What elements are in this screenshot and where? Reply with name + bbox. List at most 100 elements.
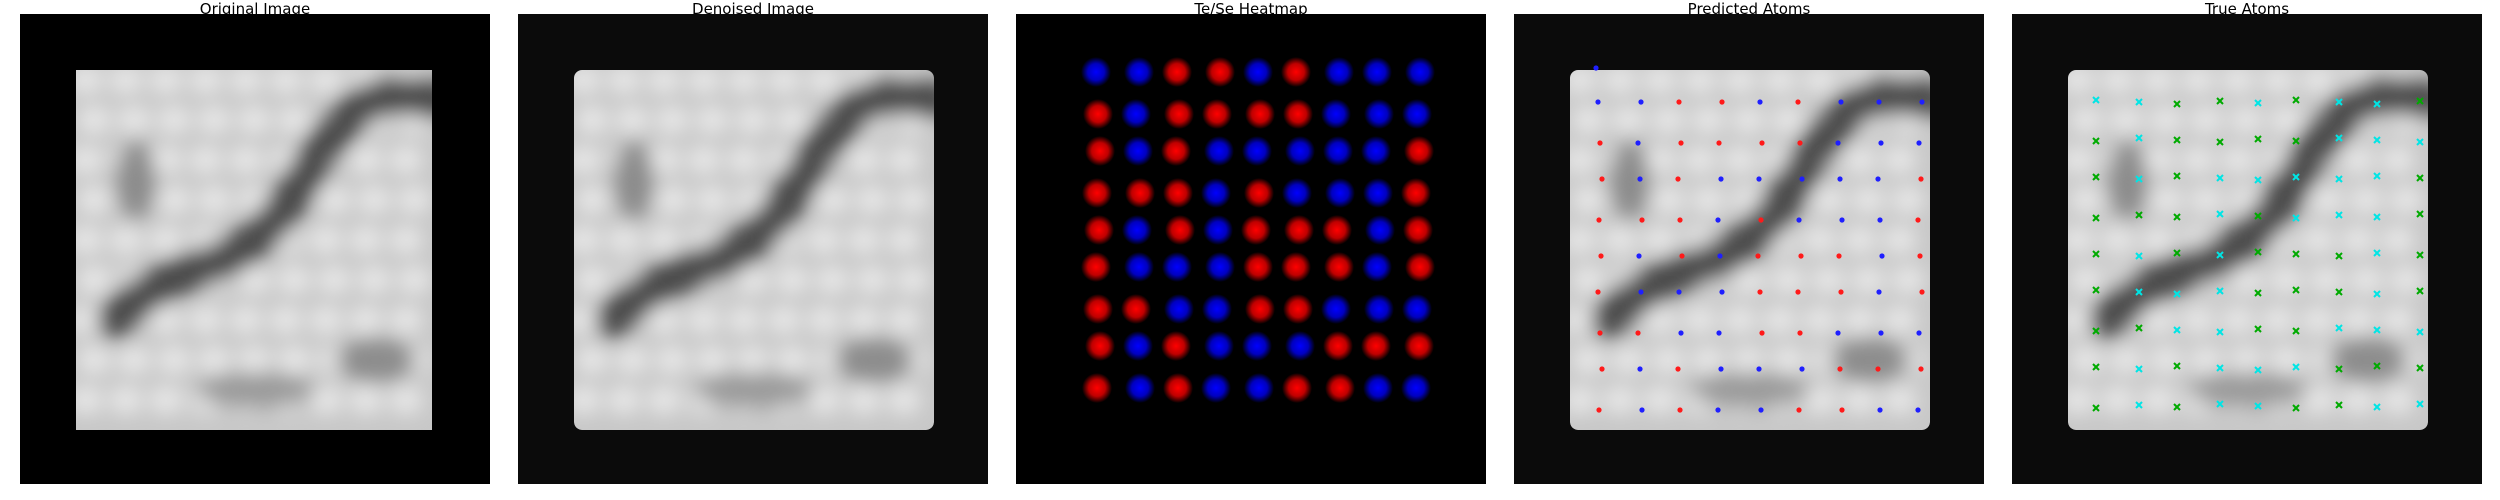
true-atom-cyan (2373, 249, 2381, 257)
heatmap-se-spot (1242, 136, 1272, 166)
true-atom-green (2092, 137, 2100, 145)
predicted-te-atom (1595, 289, 1601, 295)
heatmap-se-spot (1201, 178, 1231, 208)
heatmap-te-spot (1083, 294, 1113, 324)
heatmap-se-spot (1125, 373, 1155, 403)
true-atom-green (2292, 96, 2300, 104)
image-true (2012, 14, 2482, 484)
predicted-se-atom (1637, 176, 1643, 182)
predicted-se-atom (1636, 253, 1642, 259)
predicted-se-atom (1879, 253, 1885, 259)
panel-title-predicted: Predicted Atoms (1687, 0, 1811, 18)
predicted-te-atom (1675, 176, 1681, 182)
predicted-se-atom (1915, 407, 1921, 413)
heatmap-te-spot (1283, 294, 1313, 324)
heatmap-te-spot (1205, 57, 1235, 87)
true-atom-cyan (2416, 400, 2424, 408)
true-atom-green (2135, 211, 2143, 219)
predicted-te-atom (1599, 366, 1605, 372)
true-atom-cyan (2254, 366, 2262, 374)
panel-heatmap: Te/Se Heatmap (1016, 0, 1486, 484)
predicted-te-atom (1917, 253, 1923, 259)
heatmap-te-spot (1125, 178, 1155, 208)
predicted-te-atom (1596, 217, 1602, 223)
predicted-te-atom (1597, 140, 1603, 146)
heatmap-te-spot (1404, 331, 1434, 361)
predicted-se-atom (1799, 366, 1805, 372)
predicted-te-atom (1639, 217, 1645, 223)
heatmap-se-spot (1323, 136, 1353, 166)
heatmap-se-spot (1285, 136, 1315, 166)
predicted-se-atom (1635, 140, 1641, 146)
predicted-se-atom (1799, 176, 1805, 182)
panel-title-original: Original Image (199, 0, 311, 18)
true-atom-cyan (2135, 401, 2143, 409)
heatmap-te-spot (1281, 252, 1311, 282)
heatmap-te-spot (1323, 331, 1353, 361)
true-atom-cyan (2135, 288, 2143, 296)
heatmap-te-spot (1082, 373, 1112, 403)
true-atom-green (2335, 288, 2343, 296)
te-se-heatmap (1016, 14, 1486, 484)
heatmap-se-spot (1124, 252, 1154, 282)
heatmap-te-spot (1161, 331, 1191, 361)
true-atom-green (2335, 252, 2343, 260)
heatmap-te-spot (1401, 178, 1431, 208)
predicted-se-atom (1715, 407, 1721, 413)
heatmap-te-spot (1082, 178, 1112, 208)
predicted-te-atom (1759, 330, 1765, 336)
true-atom-cyan (2135, 98, 2143, 106)
predicted-te-atom (1918, 176, 1924, 182)
predicted-te-atom (1758, 217, 1764, 223)
predicted-te-atom (1677, 217, 1683, 223)
true-atom-green (2416, 287, 2424, 295)
predicted-se-atom (1878, 140, 1884, 146)
predicted-te-atom (1677, 407, 1683, 413)
heatmap-se-spot (1282, 178, 1312, 208)
image-denoised (518, 14, 988, 484)
heatmap-te-spot (1405, 252, 1435, 282)
true-atom-cyan (2335, 324, 2343, 332)
predicted-se-atom (1717, 253, 1723, 259)
heatmap-se-spot (1124, 57, 1154, 87)
true-atom-green (2173, 136, 2181, 144)
predicted-se-atom (1718, 176, 1724, 182)
predicted-te-atom (1679, 253, 1685, 259)
true-atom-cyan (2135, 134, 2143, 142)
predicted-se-atom (1756, 366, 1762, 372)
true-atom-cyan (2373, 326, 2381, 334)
predicted-te-atom (1719, 99, 1725, 105)
true-atom-green (2216, 97, 2224, 105)
heatmap-te-spot (1404, 136, 1434, 166)
heatmap-te-spot (1121, 294, 1151, 324)
predicted-atoms-image (1514, 14, 1984, 484)
heatmap-se-spot (1362, 252, 1392, 282)
predicted-se-atom (1756, 176, 1762, 182)
heatmap-se-spot (1324, 57, 1354, 87)
heatmap-te-spot (1281, 57, 1311, 87)
predicted-te-atom (1757, 289, 1763, 295)
true-atom-green (2254, 325, 2262, 333)
heatmap-se-spot (1203, 215, 1233, 245)
heatmap-se-spot (1205, 252, 1235, 282)
heatmap-te-spot (1165, 215, 1195, 245)
predicted-se-atom (1835, 140, 1841, 146)
predicted-se-atom (1639, 407, 1645, 413)
true-atom-cyan (2292, 173, 2300, 181)
true-atom-cyan (2173, 290, 2181, 298)
heatmap-se-spot (1325, 178, 1355, 208)
predicted-se-atom (1916, 330, 1922, 336)
predicted-se-atom (1916, 140, 1922, 146)
panel-predicted: Predicted Atoms (1514, 0, 1984, 484)
true-atom-cyan (2216, 251, 2224, 259)
true-atom-green (2335, 401, 2343, 409)
heatmap-te-spot (1324, 252, 1354, 282)
heatmap-se-spot (1365, 215, 1395, 245)
heatmap-te-spot (1244, 178, 1274, 208)
predicted-se-atom (1796, 217, 1802, 223)
predicted-se-atom (1757, 99, 1763, 105)
predicted-se-atom (1718, 366, 1724, 372)
panel-title-heatmap: Te/Se Heatmap (1194, 0, 1308, 18)
true-atom-green (2216, 138, 2224, 146)
true-atom-cyan (2173, 326, 2181, 334)
